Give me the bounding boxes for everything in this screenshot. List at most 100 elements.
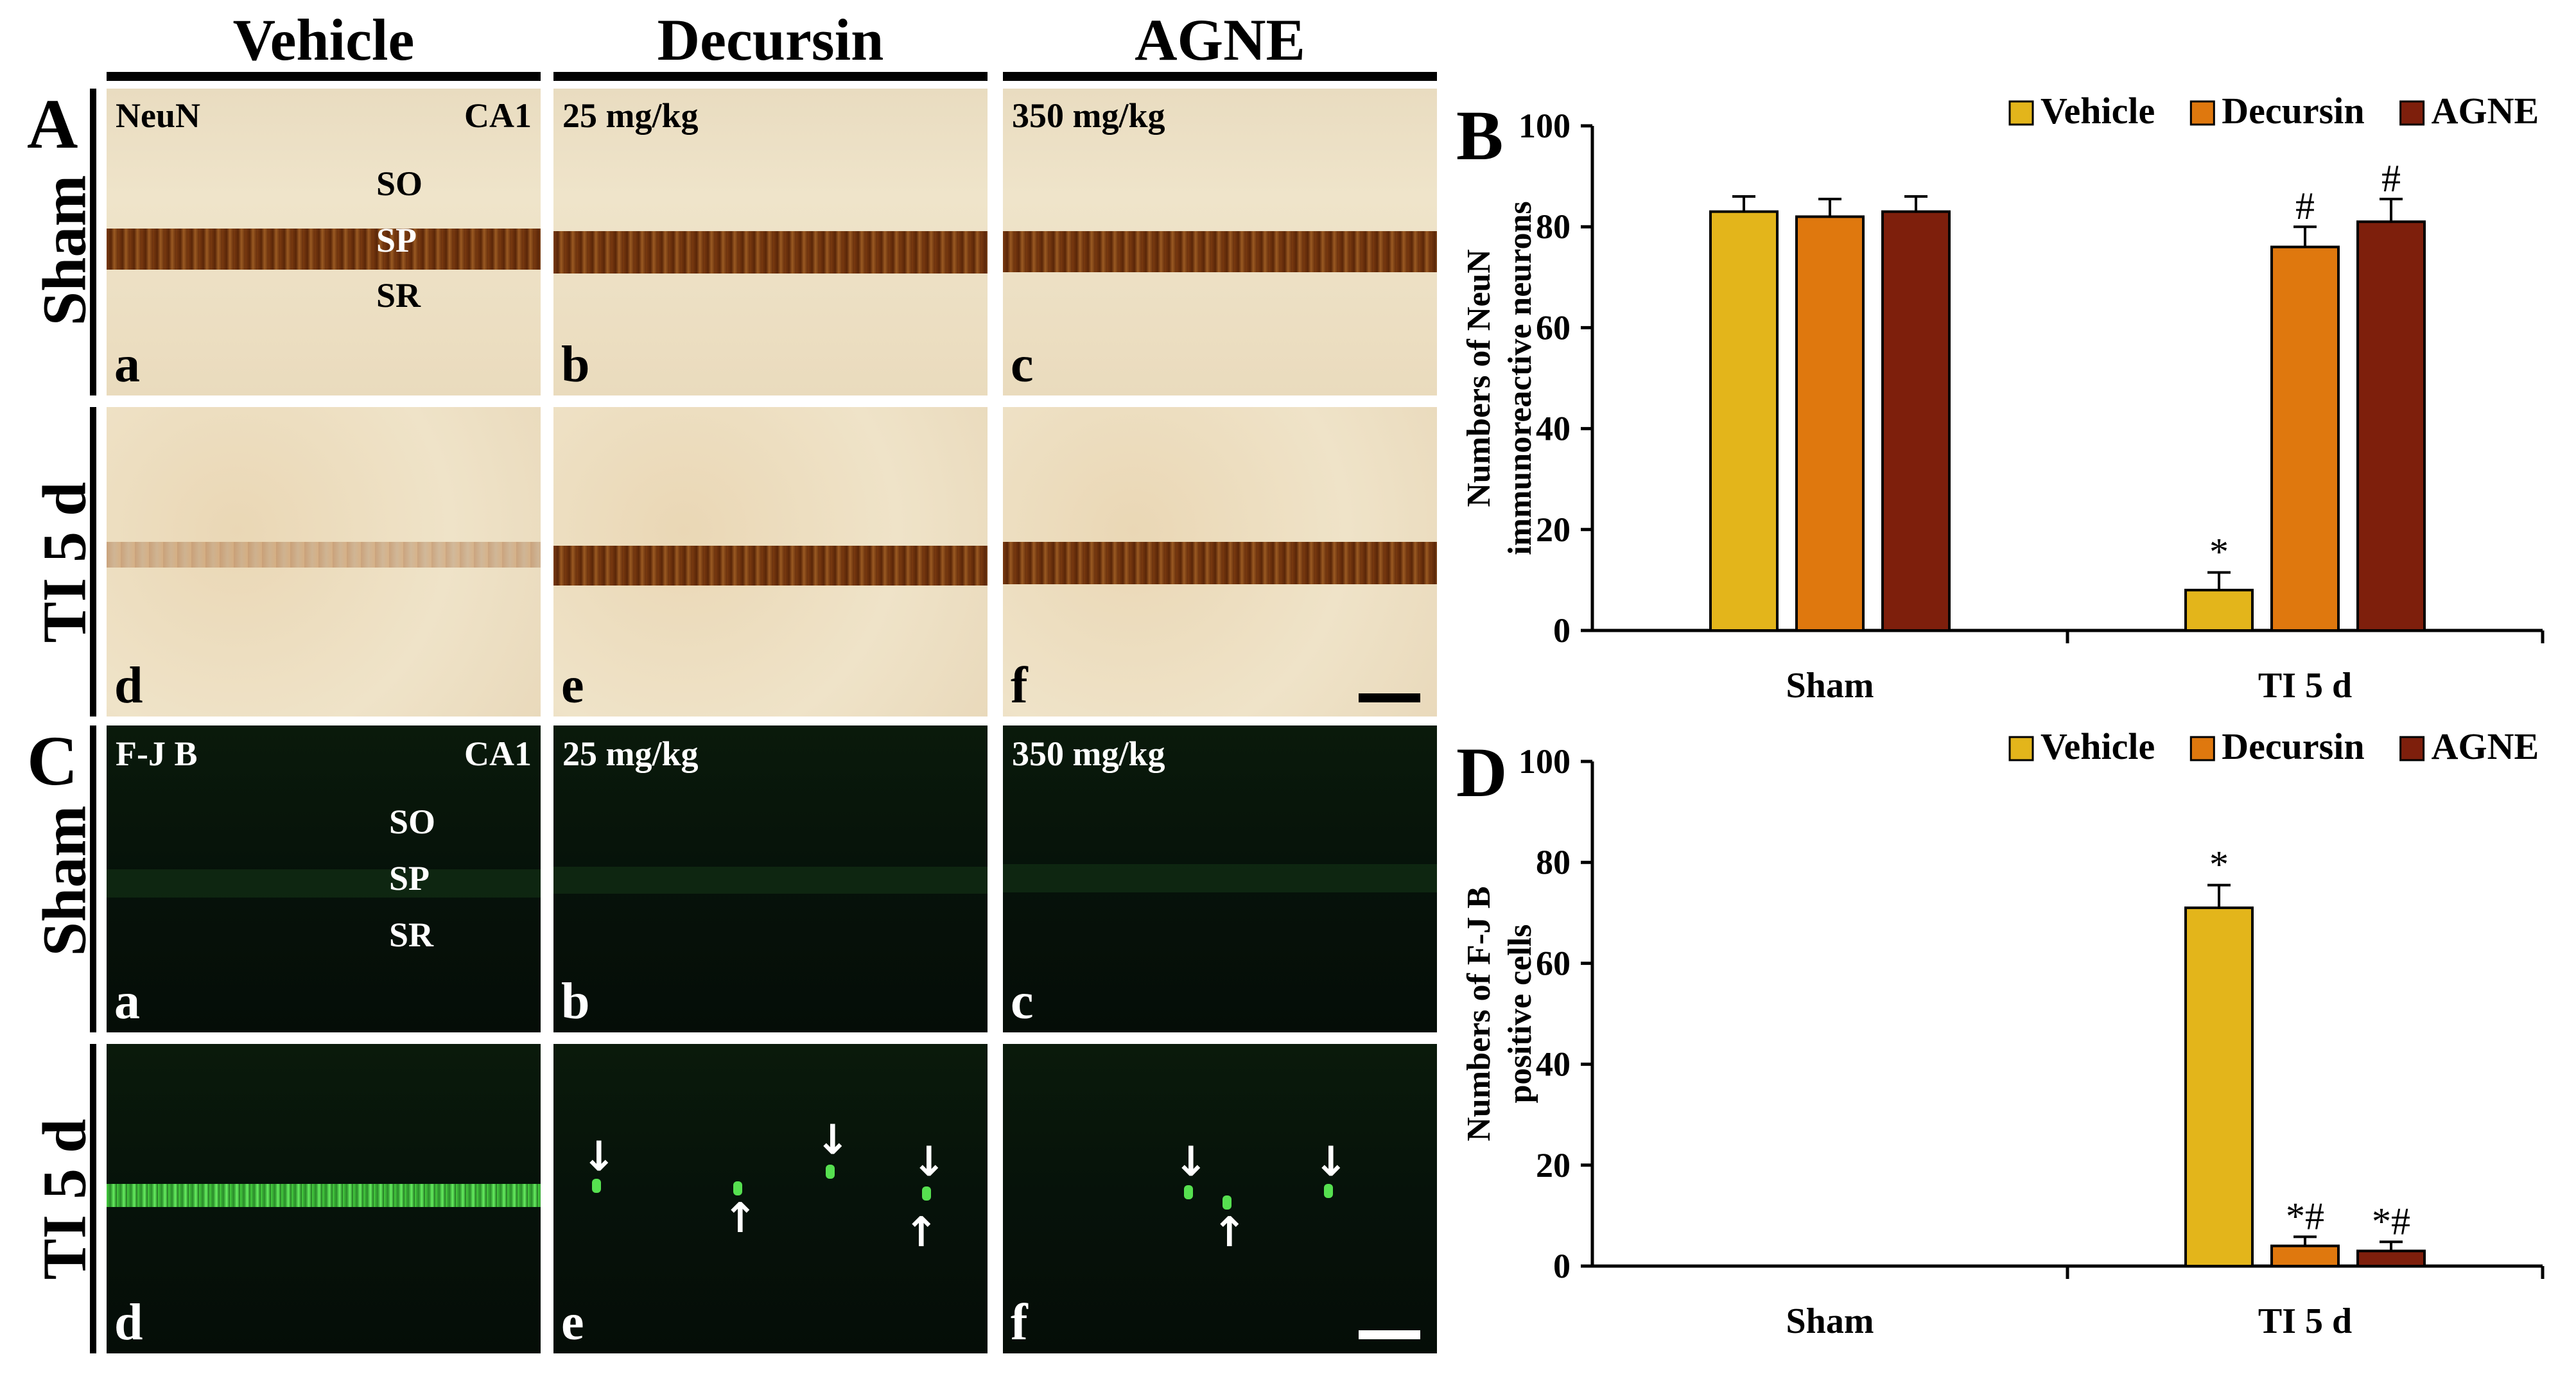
micrograph-neun-sham-agne: 350 mg/kg c — [1003, 89, 1437, 395]
significance-mark: * — [2209, 531, 2229, 573]
x-tick-label: TI 5 d — [2258, 666, 2352, 706]
x-tick-label: Sham — [1786, 666, 1874, 706]
legend-label: Decursin — [2222, 725, 2364, 767]
column-header-underline — [1003, 72, 1437, 81]
row-divider — [90, 89, 96, 395]
legend-swatch — [2189, 736, 2215, 761]
sublabel-c: c — [1011, 336, 1034, 393]
legend-swatch — [2399, 100, 2425, 126]
significance-mark: *# — [2372, 1200, 2410, 1242]
column-header-decursin: Decursin — [657, 7, 884, 73]
micrograph-fjb-sham-decursin: 25 mg/kg b — [553, 725, 988, 1032]
sublabel-b: b — [561, 336, 590, 393]
sublabel-e: e — [561, 1294, 584, 1351]
micrograph-fjb-ti-vehicle: d — [107, 1044, 541, 1353]
bar-vehicle-1 — [2184, 906, 2254, 1267]
layer-label-sp: SP — [376, 221, 417, 259]
layer-label-sr: SR — [376, 276, 421, 315]
row-divider — [90, 407, 96, 717]
bar-decursin-1 — [2270, 1244, 2340, 1267]
sublabel-d: d — [114, 1294, 143, 1351]
dose-label: 350 mg/kg — [1012, 734, 1165, 773]
micrograph-neun-sham-vehicle: NeuN CA1 SO SP SR a — [107, 89, 541, 395]
arrow-down-icon: ↓ — [1174, 1138, 1208, 1186]
legend-swatch — [2399, 736, 2425, 761]
column-header-underline — [553, 72, 988, 81]
dose-label: 350 mg/kg — [1012, 96, 1165, 135]
y-tick-label: 20 — [1536, 1146, 1571, 1185]
micrograph-fjb-ti-decursin: ↓ ↑ ↓ ↓ ↑ e — [553, 1044, 988, 1353]
bar-vehicle-1 — [2184, 589, 2254, 632]
region-label: CA1 — [464, 734, 532, 773]
arrow-down-icon: ↓ — [582, 1133, 616, 1181]
dose-label: 25 mg/kg — [562, 96, 699, 135]
bar-decursin-0 — [1795, 215, 1865, 632]
y-tick-label: 40 — [1536, 410, 1571, 448]
y-tick-label: 60 — [1536, 944, 1571, 982]
row-label-ti: TI 5 d — [30, 1118, 99, 1280]
column-header-underline — [107, 72, 541, 81]
panel-letter-c: C — [27, 722, 78, 800]
sublabel-c: c — [1011, 973, 1034, 1030]
y-axis-title: immunoreactive neurons — [1502, 201, 1538, 555]
legend-label: Decursin — [2222, 90, 2364, 132]
scale-bar — [1359, 1330, 1420, 1339]
sublabel-a: a — [114, 973, 140, 1030]
arrow-up-icon: ↑ — [904, 1209, 939, 1256]
legend-label: Vehicle — [2041, 90, 2155, 132]
y-axis-title: positive cells — [1502, 925, 1538, 1104]
sublabel-b: b — [561, 973, 590, 1030]
arrow-down-icon: ↓ — [1314, 1138, 1348, 1186]
arrow-down-icon: ↓ — [815, 1116, 850, 1164]
legend-label: Vehicle — [2041, 725, 2155, 767]
legend-label: AGNE — [2432, 90, 2539, 132]
dose-label: 25 mg/kg — [562, 734, 699, 773]
y-axis-title: Numbers of F-J B — [1464, 886, 1497, 1141]
y-tick-label: 0 — [1553, 1247, 1571, 1285]
panel-letter-d: D — [1456, 733, 1508, 812]
micrograph-neun-ti-vehicle: d — [107, 407, 541, 717]
micrograph-fjb-sham-vehicle: F-J B CA1 SO SP SR a — [107, 725, 541, 1032]
y-tick-label: 80 — [1536, 843, 1571, 882]
layer-label-so: SO — [389, 803, 436, 841]
micrograph-neun-sham-decursin: 25 mg/kg b — [553, 89, 988, 395]
layer-label-sr: SR — [389, 916, 434, 954]
legend-swatch — [2189, 100, 2215, 126]
x-tick-label: Sham — [1786, 1301, 1874, 1341]
panel-letter-b: B — [1456, 96, 1504, 175]
stain-label: F-J B — [116, 734, 198, 773]
y-tick-label: 0 — [1553, 611, 1571, 650]
chart-b-neun: Numbers of NeuN immunoreactive neurons 0 20… — [1464, 90, 2545, 706]
row-label-sham: Sham — [30, 175, 99, 326]
layer-label-so: SO — [376, 164, 423, 203]
row-label-sham: Sham — [30, 805, 99, 957]
y-tick-label: 100 — [1519, 107, 1571, 145]
significance-mark: *# — [2286, 1195, 2324, 1237]
significance-mark: * — [2209, 844, 2229, 886]
column-header-vehicle: Vehicle — [232, 7, 415, 73]
arrow-up-icon: ↑ — [723, 1195, 758, 1242]
y-tick-label: 100 — [1519, 742, 1571, 781]
sublabel-f: f — [1011, 657, 1028, 714]
bar-decursin-1 — [2270, 245, 2340, 632]
bar-agne-0 — [1881, 210, 1951, 632]
significance-mark: # — [2381, 157, 2401, 200]
legend-swatch — [2008, 100, 2034, 126]
arrow-up-icon: ↑ — [1212, 1209, 1247, 1256]
y-tick-label: 60 — [1536, 308, 1571, 347]
sublabel-a: a — [114, 336, 140, 393]
arrow-down-icon: ↓ — [912, 1138, 946, 1186]
significance-mark: # — [2295, 185, 2315, 227]
scale-bar — [1359, 693, 1420, 702]
y-axis-title: Numbers of NeuN — [1464, 249, 1497, 507]
row-divider — [90, 725, 96, 1032]
sublabel-f: f — [1011, 1294, 1028, 1351]
micrograph-neun-ti-decursin: e — [553, 407, 988, 717]
y-tick-label: 20 — [1536, 510, 1571, 549]
micrograph-fjb-sham-agne: 350 mg/kg c — [1003, 725, 1437, 1032]
y-tick-label: 80 — [1536, 207, 1571, 246]
bar-vehicle-0 — [1709, 210, 1779, 632]
micrograph-neun-ti-agne: f — [1003, 407, 1437, 717]
column-header-agne: AGNE — [1135, 7, 1305, 73]
